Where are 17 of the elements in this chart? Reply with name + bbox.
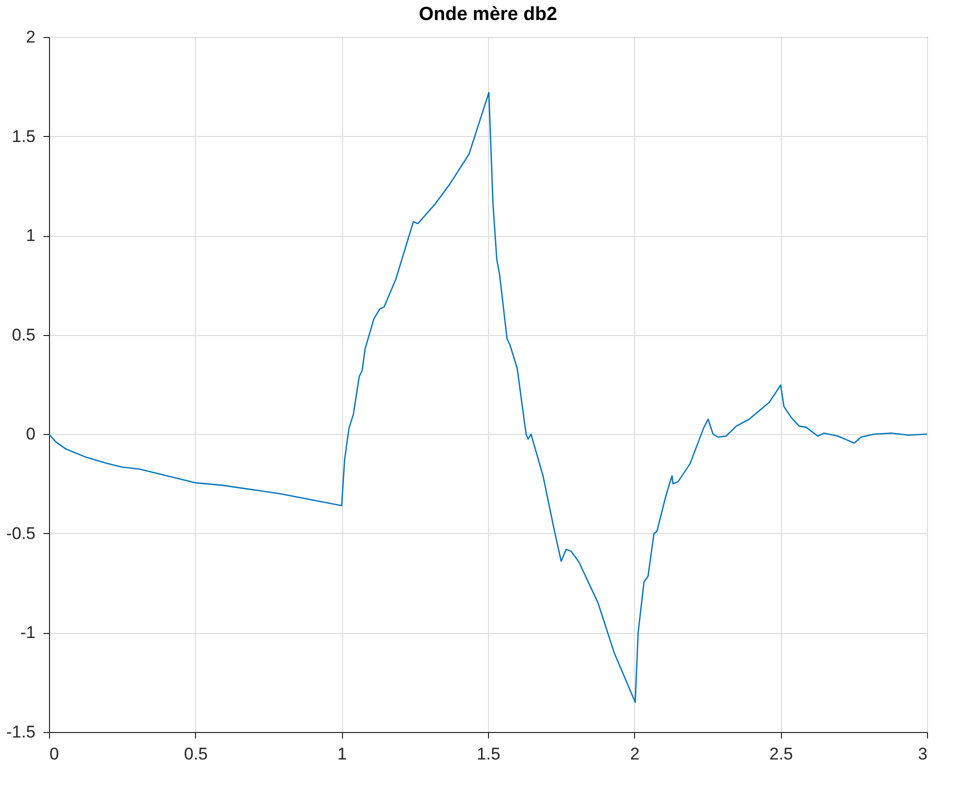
x-tick-label: 1.5: [476, 744, 500, 764]
x-tick-label: 1: [337, 744, 347, 764]
y-tick-label: -0.5: [6, 524, 36, 543]
y-tick-label: 0: [26, 424, 36, 444]
x-tick-label: 0.5: [184, 744, 208, 764]
y-tick-label: -1.5: [6, 722, 36, 742]
chart-title: Onde mère db2: [418, 4, 558, 25]
y-tick-label: 2: [26, 28, 36, 46]
x-tick-label: 2.5: [769, 744, 793, 764]
y-tick-label: 1.5: [12, 126, 36, 146]
y-tick-label: 0.5: [12, 325, 36, 344]
x-tick-label: 3: [918, 744, 928, 764]
y-tick-label: 1: [26, 226, 36, 246]
x-tick-label: 2: [630, 744, 640, 764]
y-tick-label: -1: [20, 623, 36, 642]
x-tick-label: 0: [50, 744, 59, 764]
line-series: [48, 92, 928, 703]
